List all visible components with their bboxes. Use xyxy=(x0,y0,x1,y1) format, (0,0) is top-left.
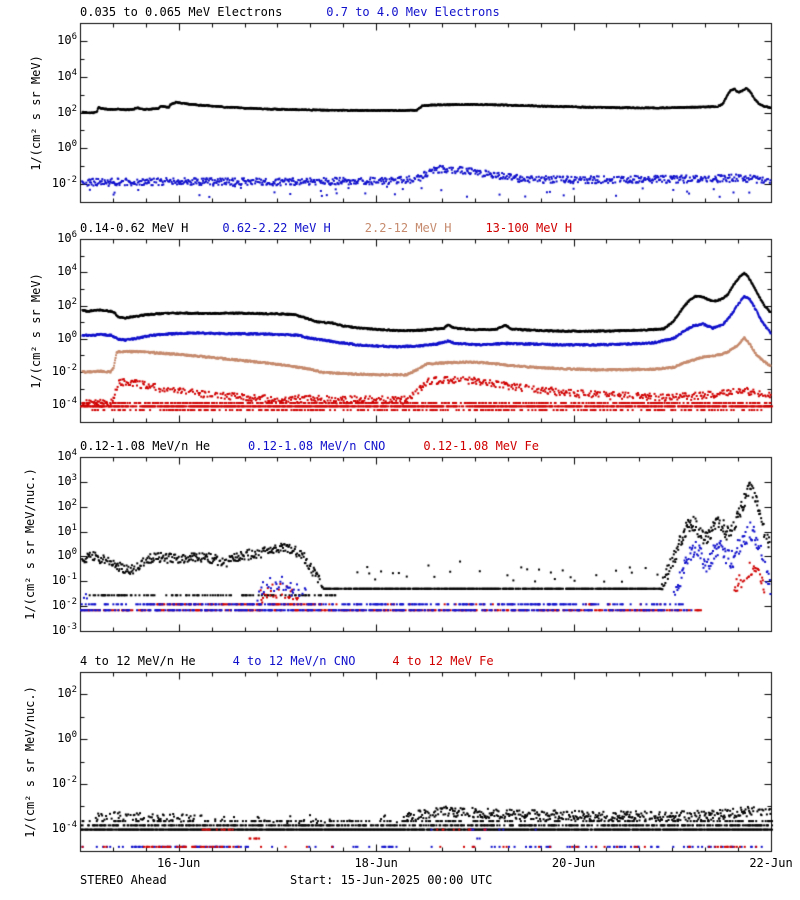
y-tick-label: 106 xyxy=(57,230,77,245)
y-tick-label: 104 xyxy=(57,67,77,83)
legend-item: 13-100 MeV H xyxy=(485,221,573,235)
legend-item: 0.7 to 4.0 Mev Electrons xyxy=(326,5,500,19)
y-tick-label: 104 xyxy=(57,263,77,279)
y-tick-label: 10-4 xyxy=(51,396,77,412)
x-tick-label: 22-Jun xyxy=(749,856,793,870)
y-tick-label: 10-2 xyxy=(51,175,77,191)
y-tick-label: 102 xyxy=(57,103,77,119)
panel-3-legend: 0.12-1.08 MeV/n He 0.12-1.08 MeV/n CNO 0.1… xyxy=(80,439,539,453)
y-tick-label: 102 xyxy=(57,296,77,312)
legend-item: 0.12-1.08 MeV Fe xyxy=(423,439,539,453)
y-tick-label: 100 xyxy=(57,139,77,155)
y-tick-label: 101 xyxy=(57,522,77,538)
legend-item: 2.2-12 MeV H xyxy=(364,221,452,235)
legend-item: 0.035 to 0.065 MeV Electrons xyxy=(80,5,283,19)
start-time-label: Start: 15-Jun-2025 00:00 UTC xyxy=(290,873,493,887)
y-tick-label: 102 xyxy=(57,497,77,513)
y-tick-label: 10-2 xyxy=(51,774,77,790)
y-tick-label: 10-3 xyxy=(51,622,77,637)
y-tick-label: 100 xyxy=(57,730,77,746)
y-tick-label: 10-2 xyxy=(51,363,77,379)
y-tick-label: 10-4 xyxy=(51,819,77,835)
legend-item: 0.12-1.08 MeV/n CNO xyxy=(248,439,386,453)
legend-item: 4 to 12 MeV/n CNO xyxy=(232,654,356,668)
y-tick-label: 100 xyxy=(57,329,77,345)
y-tick-label: 10-2 xyxy=(51,597,77,613)
y-axis-label: 1/(cm² s sr MeV/nuc.) xyxy=(23,685,37,838)
legend-item: 0.12-1.08 MeV/n He xyxy=(80,439,211,453)
y-tick-label: 100 xyxy=(57,547,77,563)
legend-item: 0.62-2.22 MeV H xyxy=(222,221,331,235)
panel-1-legend: 0.035 to 0.065 MeV Electrons 0.7 to 4.0 M… xyxy=(80,5,500,19)
legend-item: 0.14-0.62 MeV H xyxy=(80,221,189,235)
y-tick-label: 102 xyxy=(57,685,77,701)
y-tick-label: 106 xyxy=(57,31,77,47)
panel-4-legend: 4 to 12 MeV/n He 4 to 12 MeV/n CNO 4 to 12… xyxy=(80,654,494,668)
x-tick-label: 20-Jun xyxy=(551,856,596,870)
x-tick-label: 18-Jun xyxy=(354,856,398,870)
y-tick-label: 10-1 xyxy=(51,572,77,588)
legend-item: 4 to 12 MeV Fe xyxy=(392,654,494,668)
x-tick-label: 16-Jun xyxy=(157,856,201,870)
panel-2-legend: 0.14-0.62 MeV H 0.62-2.22 MeV H 2.2-12 MeV… xyxy=(80,221,572,235)
spacecraft-label: STEREO Ahead xyxy=(80,873,167,887)
legend-item: 4 to 12 MeV/n He xyxy=(80,654,196,668)
y-tick-label: 104 xyxy=(57,448,77,463)
y-tick-label: 103 xyxy=(57,472,77,488)
